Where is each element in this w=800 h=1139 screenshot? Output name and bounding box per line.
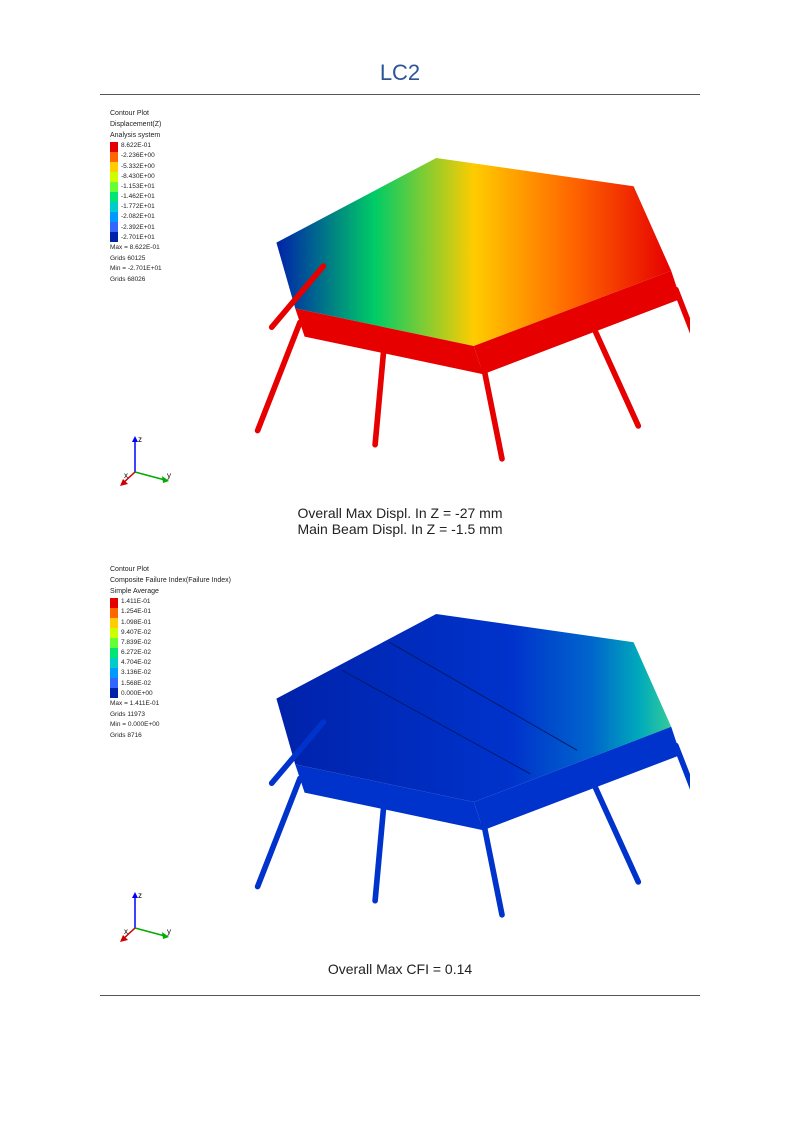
color-ticks: 8.622E-01-2.236E+00-5.332E+00-8.430E+00-… [121,142,155,242]
svg-text:x: x [124,927,128,936]
divider-bottom [100,995,700,996]
axis-triad: z y x [120,432,180,489]
color-bar [110,142,118,242]
legend-header: Contour Plot [110,109,260,118]
legend-header: Contour Plot [110,565,260,574]
axis-z-label: z [138,435,142,444]
page-title: LC2 [40,60,760,86]
axis-triad: z y x [120,888,180,945]
page: LC2 Contour Plot Displacement(Z) Analysi… [0,0,800,1139]
figure-displacement: Contour Plot Displacement(Z) Analysis sy… [100,99,700,499]
axis-x-label: x [124,471,128,480]
caption-displacement: Overall Max Displ. In Z = -27 mm Main Be… [40,505,760,537]
svg-text:z: z [138,891,142,900]
figure-cfi: Contour Plot Composite Failure Index(Fai… [100,555,700,955]
caption-line: Overall Max Displ. In Z = -27 mm [40,505,760,521]
fea-render-displacement [220,119,690,479]
fea-render-cfi [220,575,690,935]
svg-text:y: y [167,927,171,936]
caption-cfi: Overall Max CFI = 0.14 [40,961,760,977]
color-bar [110,598,118,698]
axis-y-label: y [167,471,171,480]
caption-line: Main Beam Displ. In Z = -1.5 mm [40,521,760,537]
caption-line: Overall Max CFI = 0.14 [40,961,760,977]
color-ticks: 1.411E-011.254E-011.098E-019.407E-027.83… [121,598,153,698]
divider-top [100,94,700,95]
